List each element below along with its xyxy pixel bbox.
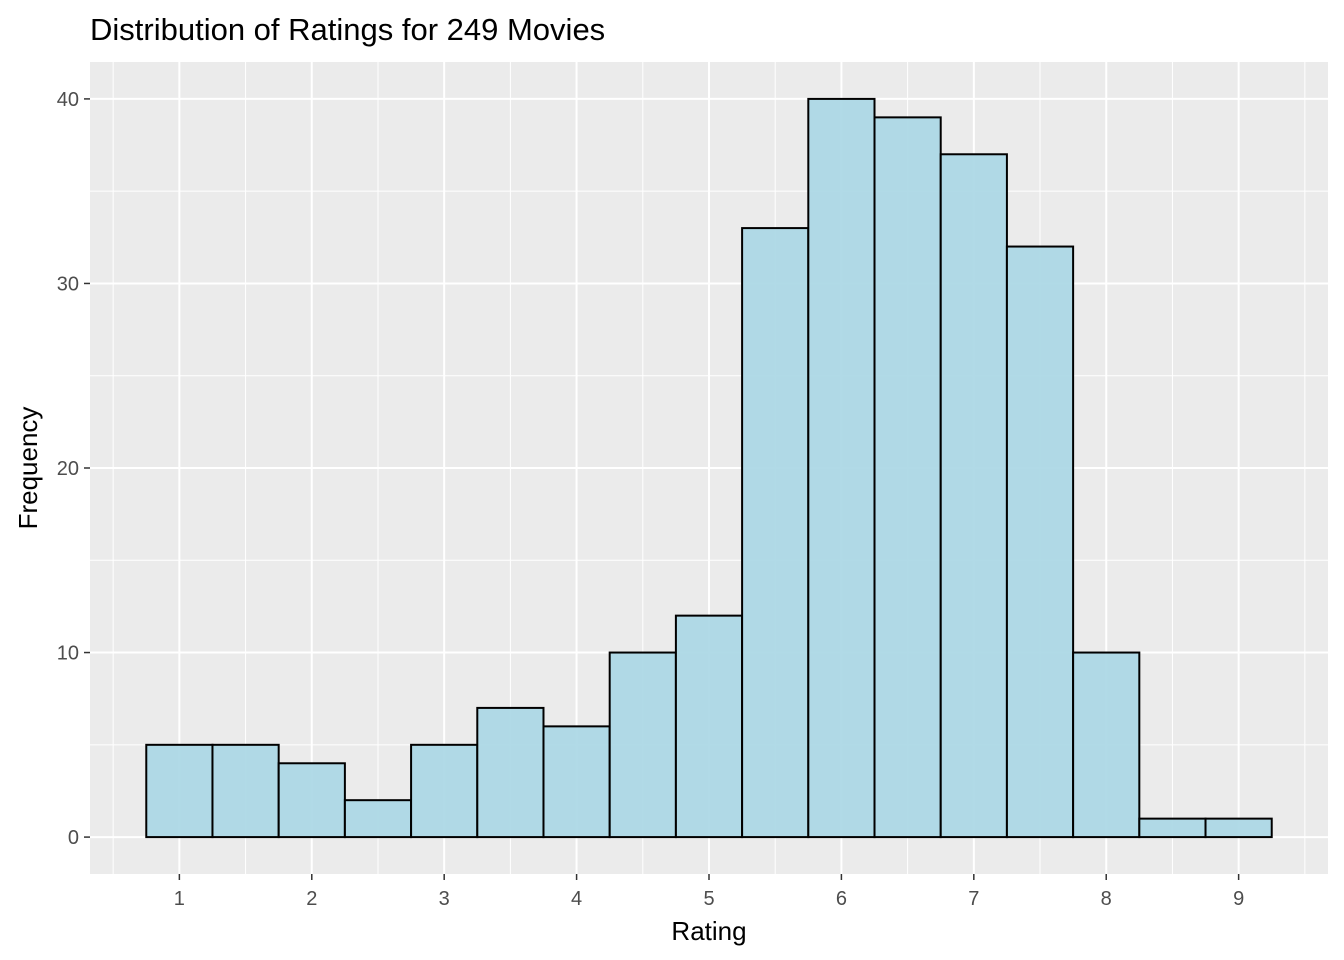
histogram-bar [674, 614, 744, 839]
x-tick-label: 1 [174, 888, 185, 910]
histogram-bar [277, 762, 346, 839]
x-tick-label: 7 [968, 888, 979, 910]
x-tick-label: 2 [306, 888, 317, 910]
histogram-bar [1072, 651, 1141, 839]
histogram-bar [741, 227, 810, 839]
histogram-bar [410, 743, 479, 839]
histogram-bar [1005, 245, 1075, 839]
y-tick-label: 30 [57, 273, 79, 295]
y-tick-label: 20 [57, 458, 79, 480]
y-tick-label: 0 [68, 827, 79, 849]
x-tick-label: 9 [1233, 888, 1244, 910]
histogram-bar [873, 116, 942, 839]
y-tick-label: 40 [57, 89, 79, 111]
y-tick-label: 10 [57, 643, 79, 665]
histogram-bar [807, 97, 876, 839]
x-tick-label: 3 [439, 888, 450, 910]
histogram-bar [1138, 817, 1207, 839]
histogram-bar [211, 743, 280, 839]
x-axis-ticks: 1 2 3 4 5 6 7 8 9 [174, 874, 1244, 910]
histogram-bar [343, 799, 413, 839]
histogram-bar [476, 706, 545, 839]
x-tick-label: 5 [703, 888, 714, 910]
x-axis-title: Rating [671, 916, 746, 946]
x-tick-label: 4 [571, 888, 582, 910]
y-axis-ticks: 0 10 20 30 40 [57, 89, 90, 849]
histogram-bars [145, 97, 1273, 839]
histogram-bar [608, 651, 677, 839]
histogram-bar [1204, 817, 1273, 839]
histogram-bar [145, 743, 214, 839]
histogram-bar [542, 725, 611, 839]
histogram-bar [939, 153, 1008, 839]
chart-title: Distribution of Ratings for 249 Movies [90, 12, 605, 47]
x-tick-label: 6 [836, 888, 847, 910]
y-axis-title: Frequency [13, 407, 43, 530]
x-tick-label: 8 [1101, 888, 1112, 910]
